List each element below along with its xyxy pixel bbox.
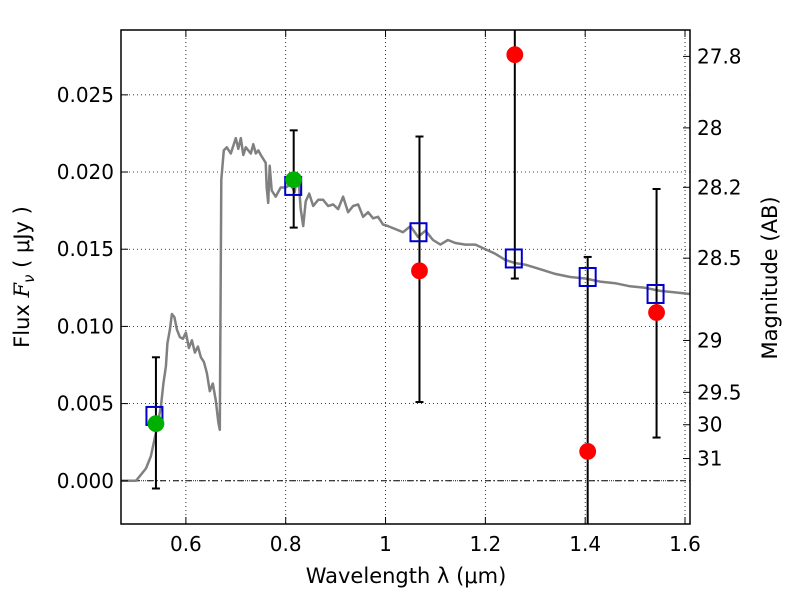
x-tick-label: 0.6 xyxy=(170,532,202,556)
y-axis-label-symbol: F xyxy=(10,282,34,299)
non-detection-point xyxy=(579,443,597,460)
right-tick-label: 30 xyxy=(697,413,722,437)
right-tick-label: 29.5 xyxy=(697,380,742,404)
y-tick-label: 0.020 xyxy=(57,160,114,184)
model-flux-square xyxy=(504,248,523,269)
y-tick-label: 0.005 xyxy=(57,392,114,416)
plot-frame xyxy=(120,29,691,525)
series-layer xyxy=(121,30,691,524)
non-detection-point xyxy=(506,46,524,64)
model-flux-square xyxy=(409,222,428,243)
y-tick-label: 0.000 xyxy=(57,469,114,493)
y-tick-label: 0.010 xyxy=(57,314,114,338)
detection-point xyxy=(147,415,165,433)
x-tick-label: 1.4 xyxy=(569,532,601,556)
right-tick-label: 28.2 xyxy=(697,175,742,199)
y-tick-label: 0.015 xyxy=(57,237,114,261)
right-tick-label: 29 xyxy=(697,328,722,352)
grid-lines xyxy=(121,30,690,524)
non-detection-point xyxy=(648,304,665,321)
x-tick-label: 0.8 xyxy=(270,532,302,556)
x-tick-label: 1 xyxy=(379,532,392,556)
y-axis-label-prefix: Flux xyxy=(10,298,34,348)
model-flux-square xyxy=(646,283,665,304)
non-detection-point xyxy=(411,262,428,280)
x-tick-label: 1.2 xyxy=(469,532,501,556)
x-tick-label: 1.6 xyxy=(669,532,701,556)
model-sed-line xyxy=(121,136,691,483)
y-axis-label-subscript: ν xyxy=(20,275,38,283)
y-tick-label: 0.025 xyxy=(57,83,114,107)
detection-point xyxy=(285,171,303,189)
right-axis-label: Magnitude (AB) xyxy=(758,196,782,359)
y-axis-label: Flux Fν ( μJy ) xyxy=(10,206,38,348)
axis-ticks: 0.6 0.8 1 1.2 1.4 1.6 0.000 0.005 0.010 0.015 0.02… xyxy=(57,30,742,556)
model-flux-square xyxy=(578,267,597,287)
right-tick-label: 27.8 xyxy=(697,44,742,68)
right-tick-label: 31 xyxy=(697,447,722,471)
x-axis-label: Wavelength λ (μm) xyxy=(306,564,507,588)
y-axis-label-units: ( μJy ) xyxy=(10,206,34,274)
right-tick-label: 28.5 xyxy=(697,246,742,270)
right-tick-label: 28 xyxy=(697,116,722,140)
